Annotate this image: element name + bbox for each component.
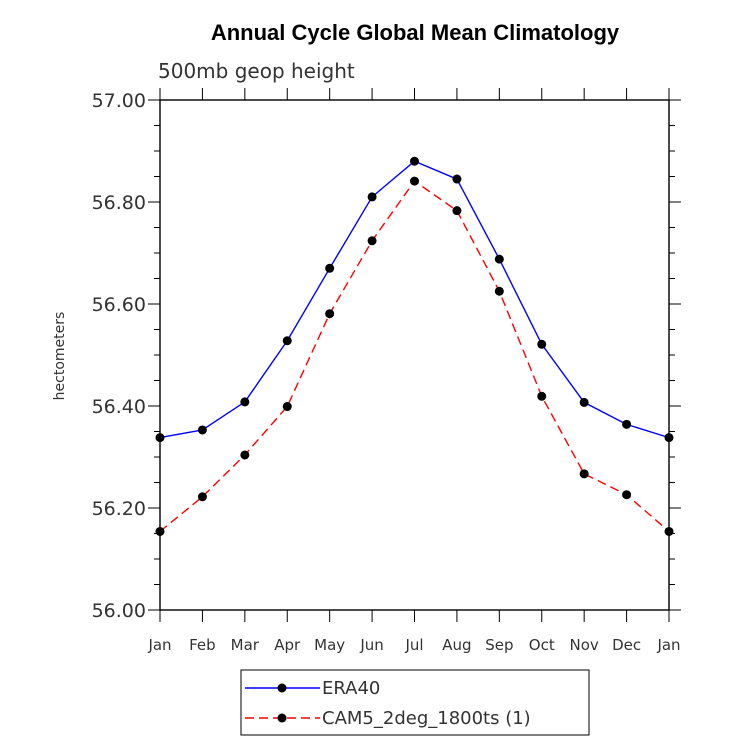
data-point (282, 402, 292, 412)
data-point (537, 339, 547, 349)
data-point (579, 397, 589, 407)
data-point (664, 526, 674, 536)
x-tick-label: Aug (442, 636, 471, 654)
y-tick-label: 56.20 (92, 498, 146, 520)
data-point (197, 425, 207, 435)
data-point (410, 156, 419, 166)
data-point (240, 450, 250, 460)
data-point (197, 492, 207, 502)
data-point (325, 263, 335, 273)
legend: ERA40 CAM5_2deg_1800ts (1) (240, 669, 590, 736)
x-tick-label: Jan (147, 636, 171, 654)
x-tick-label: Nov (570, 636, 599, 654)
x-tick-label: Dec (612, 636, 641, 654)
series-line-0 (159, 160, 670, 439)
x-tick-label: Jun (359, 636, 383, 654)
series-line-1 (159, 180, 670, 533)
chart-title: Annual Cycle Global Mean Climatology (211, 20, 620, 45)
data-point (494, 286, 504, 296)
data-point (155, 433, 165, 443)
x-tick-label: Jul (404, 636, 423, 654)
axes: 56.00 56.20 56.40 56.60 56.80 57.00 Jan Feb Mar A… (92, 88, 681, 654)
x-tick-label: Jan (656, 636, 680, 654)
data-point (155, 526, 165, 536)
y-axis-label: hectometers (52, 312, 68, 401)
x-tick-label: May (314, 636, 345, 654)
data-point (325, 309, 335, 319)
data-point (494, 254, 504, 264)
y-tick-label: 57.00 (92, 90, 146, 112)
legend-label: ERA40 (322, 678, 380, 699)
x-tick-label: Feb (189, 636, 216, 654)
x-tick-label: Oct (529, 636, 555, 654)
data-point (452, 174, 462, 184)
data-point (579, 469, 589, 479)
data-point (240, 397, 250, 407)
y-tick-label: 56.40 (92, 396, 146, 418)
data-point (622, 490, 632, 500)
data-point (452, 206, 462, 216)
data-point (367, 236, 377, 246)
x-tick-label: Sep (485, 636, 513, 654)
legend-marker (277, 713, 287, 723)
y-tick-label: 56.60 (92, 294, 146, 316)
data-point (537, 391, 547, 401)
plot-area (155, 156, 674, 536)
data-point (282, 336, 292, 346)
data-point (410, 176, 419, 186)
x-tick-label: Mar (231, 636, 260, 654)
y-tick-label: 56.80 (92, 192, 146, 214)
legend-box (240, 669, 590, 736)
legend-label: CAM5_2deg_1800ts (1) (322, 708, 531, 729)
data-point (367, 192, 377, 202)
chart-subtitle: 500mb geop height (158, 59, 355, 83)
data-point (622, 419, 632, 429)
data-point (664, 433, 674, 443)
plot-frame (159, 99, 670, 611)
x-tick-label: Apr (274, 636, 301, 654)
y-tick-label: 56.00 (92, 600, 146, 622)
legend-marker (277, 683, 287, 693)
